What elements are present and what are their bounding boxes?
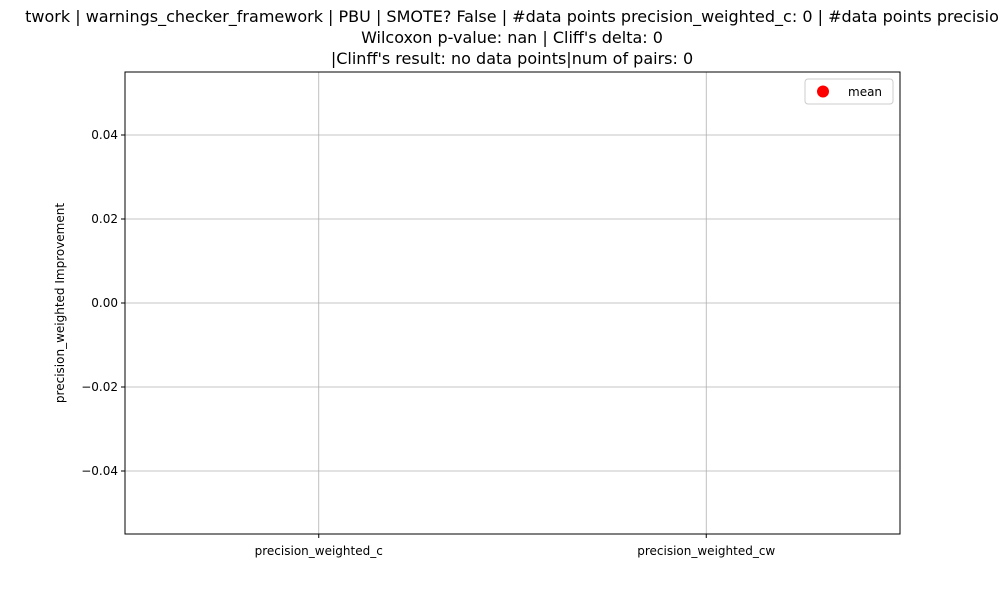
x-tick-label-1: precision_weighted_cw [637, 544, 775, 558]
y-tick-label-2: 0.00 [91, 296, 118, 310]
y-axis-label: precision_weighted Improvement [53, 203, 67, 403]
y-axis-ticks: 0.04 0.02 0.00 −0.02 −0.04 [81, 128, 125, 478]
y-tick-label-1: 0.02 [91, 212, 118, 226]
chart-title-line-1: twork | warnings_checker_framework | PBU… [25, 7, 999, 27]
y-tick-label-3: −0.02 [81, 380, 118, 394]
y-tick-label-4: −0.04 [81, 464, 118, 478]
grid [125, 72, 900, 534]
chart-title-line-3: |Clinff's result: no data points|num of … [331, 49, 693, 68]
x-tick-label-0: precision_weighted_c [255, 544, 383, 558]
legend-mean-label: mean [848, 85, 882, 99]
legend: mean [804, 78, 894, 105]
y-tick-label-0: 0.04 [91, 128, 118, 142]
legend-mean-marker [817, 85, 829, 98]
legend-box [804, 78, 894, 105]
chart-title-line-2: Wilcoxon p-value: nan | Cliff's delta: 0 [361, 28, 663, 47]
chart-title: twork | warnings_checker_framework | PBU… [25, 7, 999, 68]
x-axis-ticks: precision_weighted_c precision_weighted_c… [255, 534, 775, 558]
